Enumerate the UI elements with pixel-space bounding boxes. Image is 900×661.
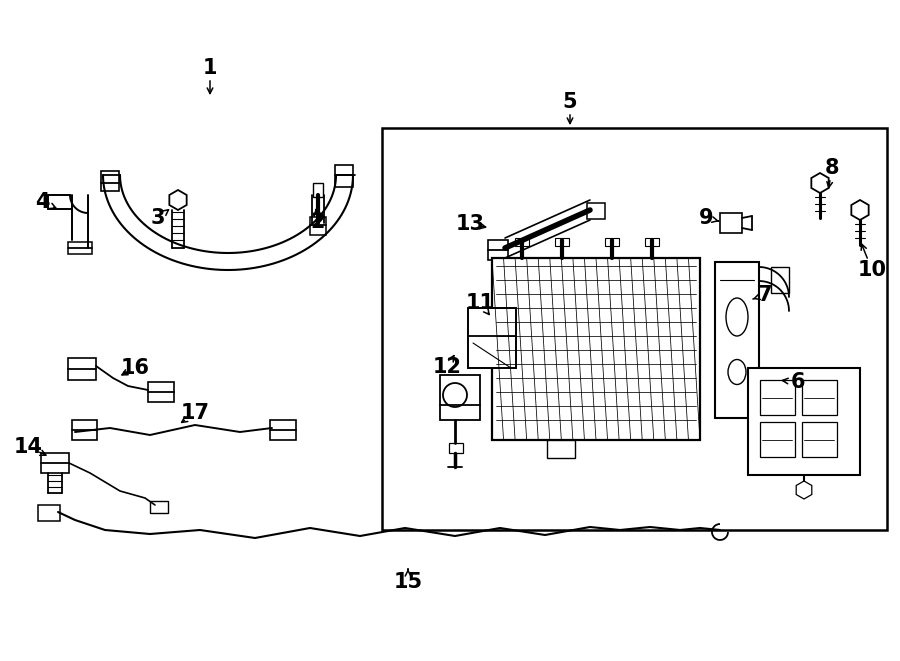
Bar — [645, 238, 659, 246]
Bar — [720, 213, 742, 233]
Bar — [440, 375, 480, 420]
Text: 3: 3 — [151, 208, 166, 228]
Bar — [547, 440, 575, 458]
Bar — [468, 308, 516, 368]
Ellipse shape — [726, 298, 748, 336]
Bar — [760, 422, 795, 457]
Bar — [72, 420, 97, 440]
Bar — [310, 217, 326, 235]
Bar — [715, 262, 759, 418]
Text: 12: 12 — [433, 357, 462, 377]
Polygon shape — [169, 190, 186, 210]
Bar — [760, 380, 795, 415]
Bar — [38, 505, 60, 521]
Bar — [270, 420, 296, 440]
Text: 8: 8 — [824, 158, 839, 178]
Bar — [41, 453, 69, 473]
Bar — [335, 165, 353, 187]
Polygon shape — [796, 481, 812, 499]
Text: 17: 17 — [181, 403, 210, 423]
Bar — [605, 238, 619, 246]
Text: 4: 4 — [35, 192, 50, 212]
Bar — [748, 368, 860, 475]
Bar — [488, 240, 508, 260]
Text: 2: 2 — [310, 212, 325, 232]
Bar — [101, 171, 119, 191]
Bar — [587, 203, 605, 219]
Bar — [449, 443, 463, 453]
Text: 14: 14 — [14, 437, 42, 457]
Bar — [802, 380, 837, 415]
Bar — [802, 422, 837, 457]
Bar — [382, 128, 887, 530]
Bar — [555, 238, 569, 246]
Text: 1: 1 — [202, 58, 217, 78]
Circle shape — [443, 383, 467, 407]
Bar — [68, 358, 96, 380]
Text: 5: 5 — [562, 92, 577, 112]
Text: 11: 11 — [465, 293, 494, 313]
Polygon shape — [811, 173, 829, 193]
Bar — [515, 238, 529, 246]
Bar — [148, 382, 174, 402]
Bar — [68, 242, 92, 254]
Bar — [313, 183, 323, 197]
Polygon shape — [851, 200, 868, 220]
Ellipse shape — [728, 360, 746, 385]
Bar — [150, 501, 168, 513]
Text: 7: 7 — [758, 285, 772, 305]
Bar — [771, 267, 789, 293]
Text: 13: 13 — [455, 214, 484, 234]
Text: 10: 10 — [858, 260, 886, 280]
Text: 15: 15 — [393, 572, 423, 592]
Text: 16: 16 — [121, 358, 149, 378]
Text: 9: 9 — [698, 208, 714, 228]
Text: 6: 6 — [791, 372, 806, 392]
Bar — [492, 258, 700, 440]
